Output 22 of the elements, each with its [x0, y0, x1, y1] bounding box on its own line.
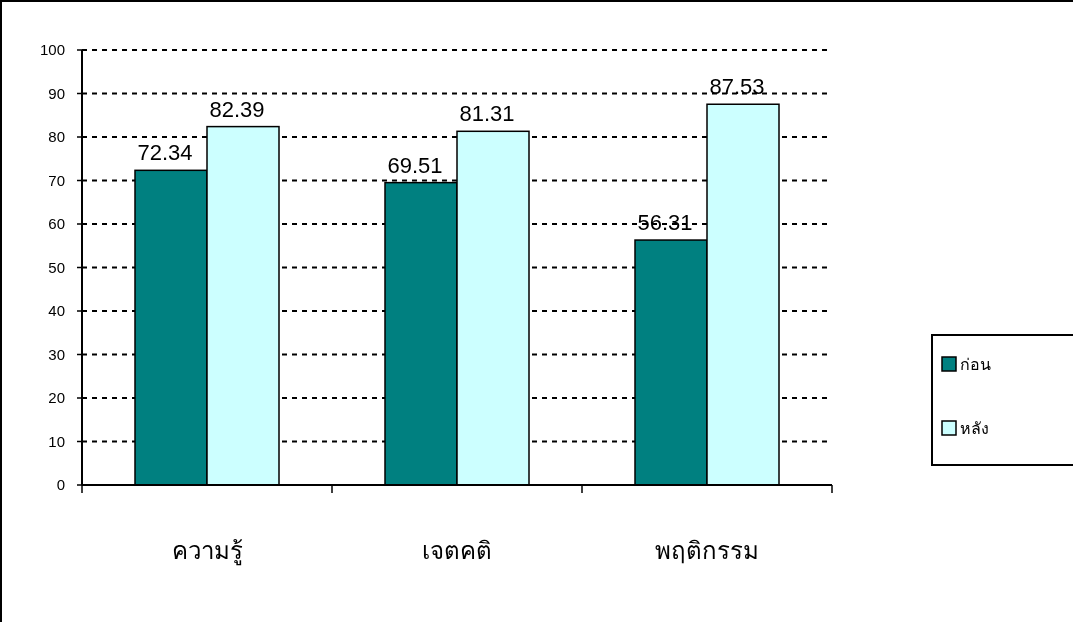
y-tick-label: 20	[48, 389, 65, 406]
y-tick-label: 80	[48, 128, 65, 145]
legend-label: หลัง	[960, 420, 989, 437]
y-tick-label: 60	[48, 215, 65, 232]
data-label: 72.34	[137, 140, 193, 166]
x-tick-label: เจตคติ	[422, 537, 492, 564]
data-label: 82.39	[209, 96, 265, 122]
y-tick-label: 30	[48, 345, 65, 363]
data-label: 87.53	[709, 74, 765, 100]
y-tick-label: 50	[48, 258, 65, 276]
x-tick-label: ความรู้	[171, 537, 243, 566]
y-tick-label: 70	[48, 171, 65, 189]
y-tick-label: 0	[56, 476, 65, 493]
legend-label: ก่อน	[960, 356, 991, 373]
y-tick-label: 90	[48, 84, 65, 102]
data-label: 69.51	[387, 152, 443, 178]
y-tick-label: 100	[39, 41, 65, 58]
y-tick-label: 40	[48, 302, 65, 319]
data-label: 81.31	[459, 101, 515, 127]
data-label: 56.31	[637, 210, 693, 236]
x-tick-label: พฤติกรรม	[655, 537, 759, 564]
y-tick-label: 10	[48, 432, 65, 450]
